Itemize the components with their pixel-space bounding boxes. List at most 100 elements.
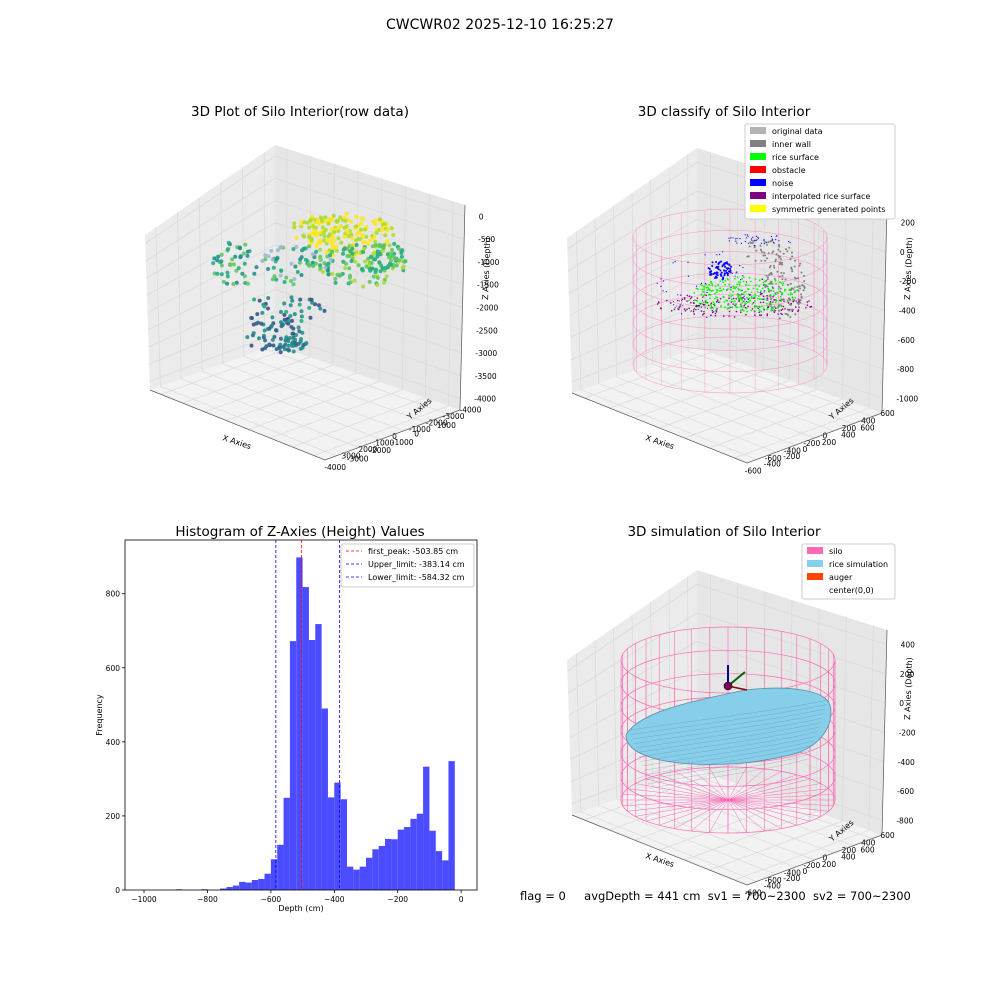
panel1-point [322,238,327,243]
panel2-point [728,283,730,286]
panel1-point [289,295,294,300]
panel2-point [763,298,766,301]
panel1-point [219,263,224,268]
panel1-point [373,222,378,227]
panel2-point [723,315,725,317]
panel2-ygrid [659,177,793,429]
panel2-point [761,287,764,290]
flag-text: flag = 0 [520,889,566,903]
panel1-point [322,261,327,266]
panel4-ztick: 200 [900,670,915,679]
panel1-point [356,263,361,268]
panel2-silo-ring [632,251,828,308]
panel2-xtick: 0 [803,445,808,454]
panel1-point [274,277,279,282]
panel2-point [787,302,790,304]
panel4-rice-mesh [647,753,811,785]
panel2-point [728,315,730,317]
panel1-point [260,310,265,315]
panel2-point [730,237,732,239]
panel2-point [794,259,797,262]
panel2-point [778,245,781,248]
panel2-point [710,280,712,283]
panel2-point [805,307,807,309]
panel1-point [240,271,245,276]
panel2-point [722,277,725,280]
panel2-point [698,306,700,308]
panel2-point [736,306,739,309]
panel2-point [781,275,784,277]
panel2-point [703,301,705,303]
panel2-point [725,299,727,302]
panel1-point [252,271,257,276]
panel2-point [754,284,757,287]
panel4-silo-spoke [727,788,829,801]
panel2-point [767,297,769,299]
panel1-point [323,265,328,270]
panel2-point [672,300,674,302]
panel1-point [318,247,323,252]
panel2-point [757,297,759,300]
panel2-point [725,267,728,270]
panel2-zgrid [571,333,883,399]
panel2-point [760,251,763,253]
panel1-point [368,238,373,243]
panel2-legend-swatch [750,205,766,212]
panel2-point [769,264,772,267]
panel4-ztick: -600 [897,787,914,796]
panel2-xgrid [687,154,873,417]
panel2-point [724,283,727,286]
panel2-point [660,278,662,280]
panel2-point [715,291,718,293]
panel1-point [338,272,343,277]
panel2-point [711,284,714,287]
panel1-ygrid [292,193,430,448]
histogram-xtick-label: −1000 [131,895,157,904]
panel4-rice-mesh [632,708,826,740]
panel1-point [348,280,353,285]
panel2-point [720,289,723,292]
panel1-point [284,309,289,314]
panel1-xtick: 0 [414,430,419,439]
panel2-point [690,310,692,312]
panel2-point [744,240,747,243]
panel2-point [720,260,723,263]
panel2-point [749,241,752,244]
panel1-point [245,253,250,258]
panel2-point [709,297,711,299]
panel4-title: 3D simulation of Silo Interior [627,524,821,540]
panel1-point [309,297,314,302]
panel2-point [727,267,730,270]
panel1-point [401,264,406,269]
panel2-point [774,258,777,261]
panel2-point [706,292,708,294]
panel2-point [760,314,763,317]
panel2-point [770,289,773,292]
panel1-point [378,243,383,248]
panel2-point [757,295,760,297]
histogram-bar [359,866,367,890]
panel2-legend-swatch [750,192,766,199]
panel1-xlabel: X Axies [221,433,252,451]
panel2-point [751,239,753,241]
panel1-point [309,214,314,219]
panel4-silo-spoke [627,788,729,801]
panel2-point [742,266,744,269]
histogram-bar [232,885,240,890]
panel1-point [354,214,359,219]
panel2-point [755,249,758,252]
histogram-ylabel: Frequency [95,694,104,736]
panel2-point [772,241,775,243]
panel1-point [293,341,298,345]
panel2-point [754,294,757,296]
panel2-point [739,281,742,284]
panel4-silo-spoke [727,799,821,817]
panel1-zgrid [147,244,463,313]
histogram-bar [442,860,449,890]
panel2-point [789,282,792,285]
panel2-point [715,266,717,269]
panel2-point [758,285,761,288]
panel2-point [719,287,721,290]
panel2-point [666,299,668,302]
panel2-xtick: 400 [841,431,856,440]
